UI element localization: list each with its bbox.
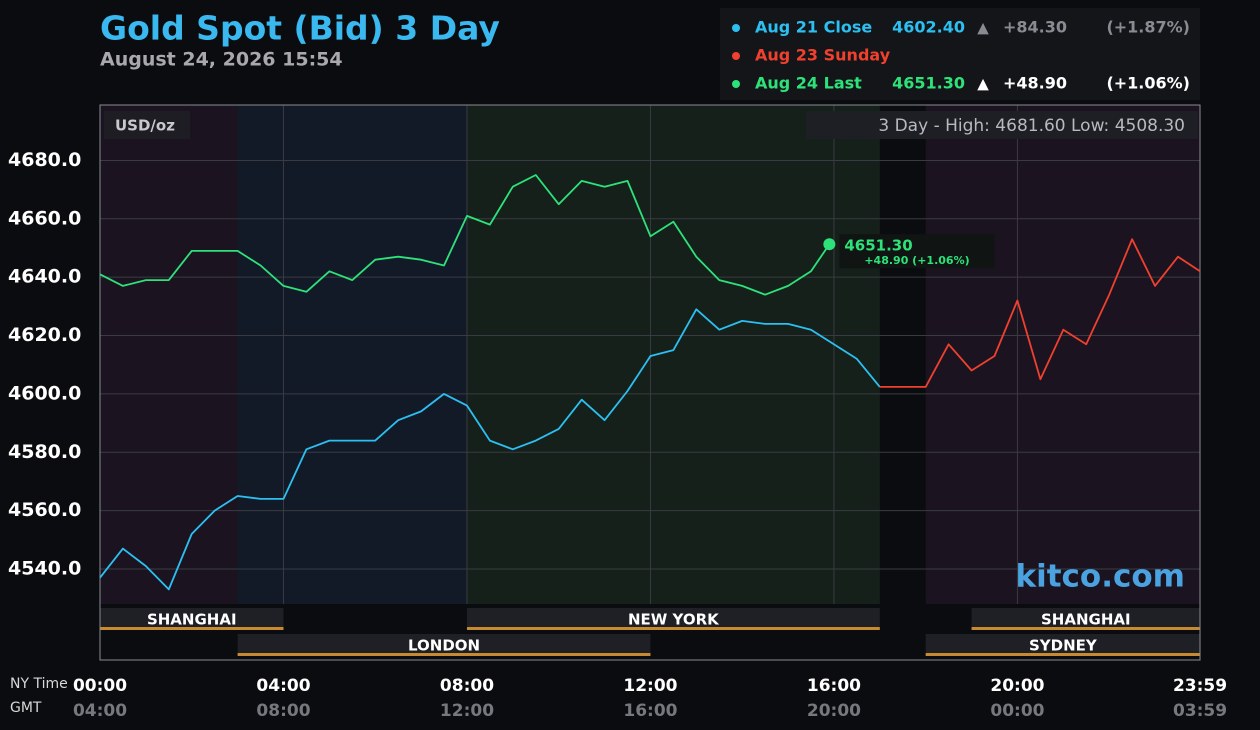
legend-name: Aug 21 Close (755, 18, 872, 37)
session-bar (100, 608, 284, 630)
x-tick-label: 04:00 (256, 676, 310, 696)
x-tick-label: 20:00 (990, 676, 1044, 696)
legend-dot (732, 52, 740, 60)
session-label: SHANGHAI (1041, 611, 1131, 629)
legend-pct: (+1.87%) (1106, 18, 1190, 37)
range-label-box (806, 111, 1198, 139)
series-line (99, 174, 831, 296)
session-region (925, 105, 1200, 604)
x-tick-label: 00:00 (73, 676, 127, 696)
session-bar (466, 608, 880, 630)
session-bar (237, 634, 651, 656)
x2-axis-label: GMT (10, 700, 42, 716)
y-tick-label: 4540.0 (8, 557, 81, 579)
chart-title: Gold Spot (Bid) 3 Day (100, 9, 500, 48)
x2-tick-label: 16:00 (623, 701, 677, 721)
y-tick-label: 4560.0 (8, 499, 81, 521)
legend-dot (732, 80, 740, 88)
legend-pct: (+1.06%) (1106, 74, 1190, 93)
watermark: kitco.com (1016, 559, 1186, 595)
legend-arrow: ▲ (977, 75, 989, 93)
session-bar (971, 608, 1200, 630)
unit-label: USD/oz (115, 117, 175, 135)
legend-box (720, 8, 1200, 100)
x2-tick-label: 03:59 (1173, 701, 1227, 721)
unit-label-box (104, 111, 190, 139)
session-label: NEW YORK (628, 611, 720, 629)
y-tick-label: 4580.0 (8, 441, 81, 463)
x2-tick-label: 08:00 (256, 701, 310, 721)
x2-tick-label: 04:00 (73, 701, 127, 721)
y-tick-label: 4680.0 (8, 149, 81, 171)
x-tick-label: 08:00 (440, 676, 494, 696)
session-label: SHANGHAI (147, 611, 237, 629)
session-underline (100, 627, 284, 630)
legend-name: Aug 23 Sunday (755, 46, 891, 65)
session-bar (925, 634, 1200, 656)
series-line (99, 308, 881, 591)
session-underline (237, 653, 651, 656)
session-label: SYDNEY (1029, 637, 1098, 655)
chart-subtitle: August 24, 2026 15:54 (100, 49, 343, 71)
legend-price: 4651.30 (892, 74, 965, 93)
legend-name: Aug 24 Last (755, 74, 862, 93)
y-tick-label: 4600.0 (8, 382, 81, 404)
session-region (237, 105, 467, 604)
x-axis-label: NY Time (10, 676, 68, 692)
session-underline (466, 627, 880, 630)
series-line (879, 238, 1201, 388)
marker-sublabel: +48.90 (+1.06%) (864, 254, 969, 267)
session-region (100, 105, 238, 604)
session-underline (925, 653, 1200, 656)
x-tick-label: 16:00 (807, 676, 861, 696)
marker-label: 4651.30 (844, 237, 912, 255)
x-tick-label: 23:59 (1173, 676, 1227, 696)
marker-label-box (839, 234, 995, 269)
last-marker (823, 238, 836, 251)
session-underline (971, 627, 1200, 630)
x2-tick-label: 12:00 (440, 701, 494, 721)
y-tick-label: 4640.0 (8, 266, 81, 288)
legend-arrow: ▲ (977, 19, 989, 37)
legend-dot (732, 24, 740, 32)
y-tick-label: 4660.0 (8, 207, 81, 229)
x2-tick-label: 00:00 (990, 701, 1044, 721)
range-label: 3 Day - High: 4681.60 Low: 4508.30 (878, 116, 1185, 136)
legend-price: 4602.40 (892, 18, 965, 37)
x-tick-label: 12:00 (623, 676, 677, 696)
legend-change: +48.90 (1003, 74, 1067, 93)
legend-change: +84.30 (1003, 18, 1067, 37)
x2-tick-label: 20:00 (807, 701, 861, 721)
session-label: LONDON (408, 637, 480, 655)
y-tick-label: 4620.0 (8, 324, 81, 346)
plot-border (99, 104, 1201, 661)
session-region (466, 105, 880, 604)
